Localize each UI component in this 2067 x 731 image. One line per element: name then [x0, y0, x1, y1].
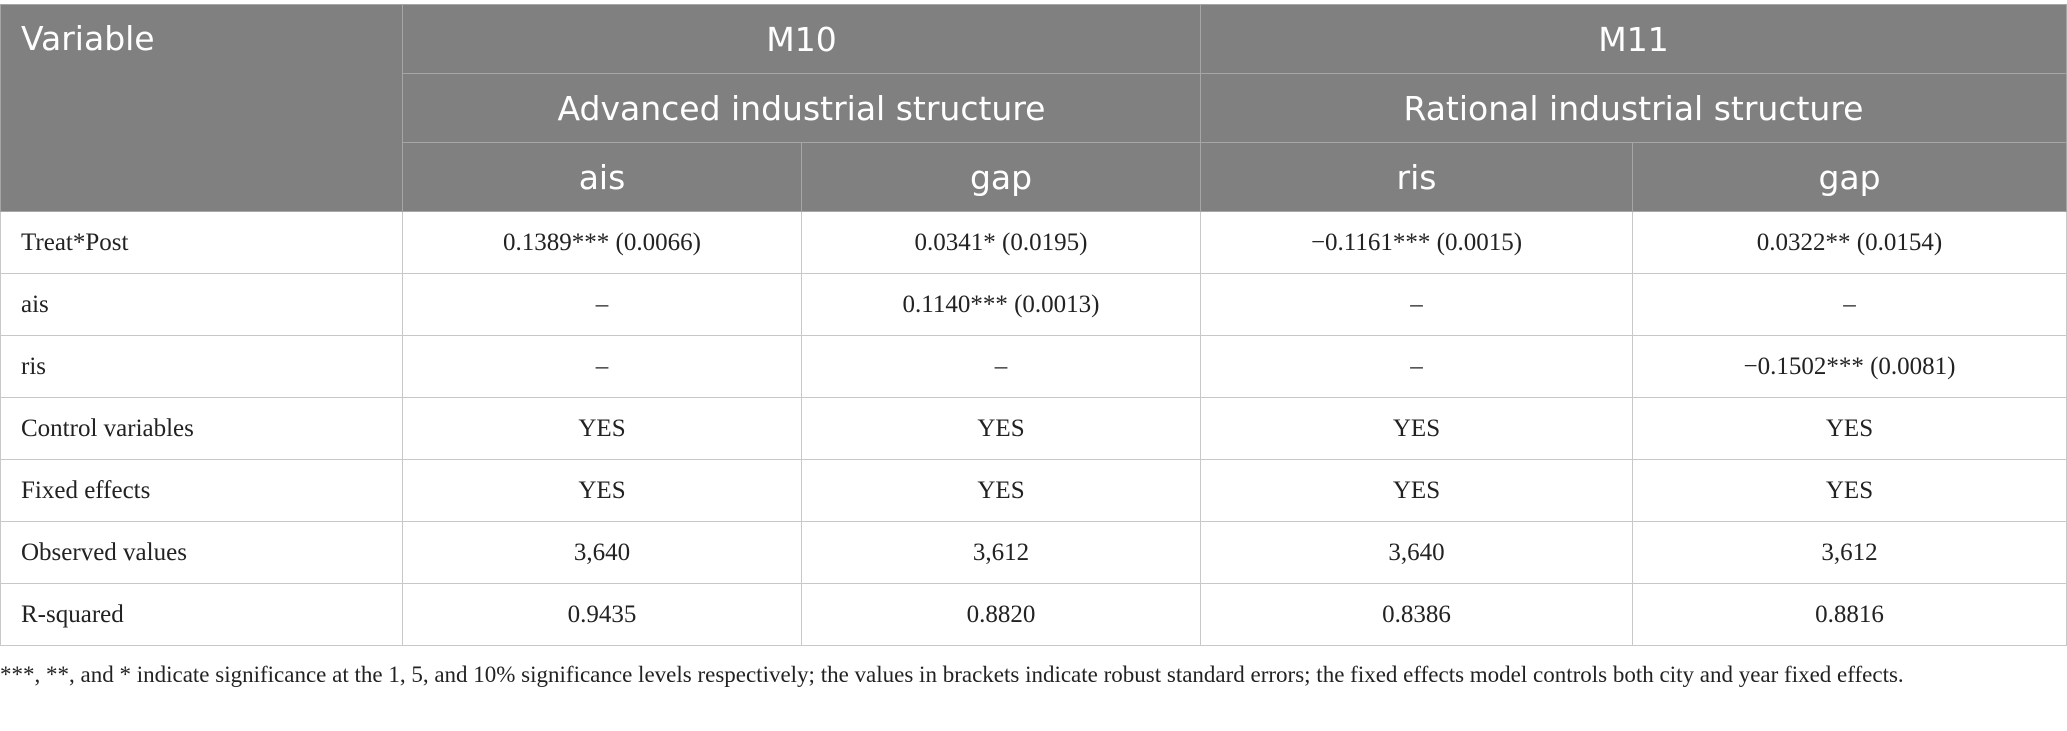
row-label: ris [0, 335, 403, 398]
row-label: ais [0, 273, 403, 336]
column-header: ris [1200, 142, 1633, 212]
table-cell: 3,612 [1632, 521, 2067, 584]
row-label: Treat*Post [0, 211, 403, 274]
table-cell: – [801, 335, 1201, 398]
table-row: Fixed effects YES YES YES YES [0, 459, 2067, 522]
row-label: Observed values [0, 521, 403, 584]
table-cell: 3,640 [402, 521, 802, 584]
table-cell: 0.1140*** (0.0013) [801, 273, 1201, 336]
table-row: ais –0.1140*** (0.0013) – – [0, 273, 2067, 336]
table-cell: YES [1200, 397, 1633, 460]
table-cell: YES [801, 397, 1201, 460]
model-header: M10 [402, 4, 1201, 74]
table-cell: – [1200, 273, 1633, 336]
table-cell: – [402, 273, 802, 336]
table-cell: 0.0341* (0.0195) [801, 211, 1201, 274]
column-header: gap [801, 142, 1201, 212]
header-row: Variable M10 M11 [0, 4, 2067, 212]
table-cell: 0.0322** (0.0154) [1632, 211, 2067, 274]
table-cell: −0.1502*** (0.0081) [1632, 335, 2067, 398]
table-row: Observed values 3,640 3,612 3,640 3,612 [0, 521, 2067, 584]
column-header: ais [402, 142, 802, 212]
header-cell: Variable [0, 4, 403, 212]
model-header: M11 [1200, 4, 2067, 74]
table-cell: 0.8386 [1200, 583, 1633, 646]
group-header: Advanced industrial structure [402, 73, 1201, 143]
table-row: Control variables YES YES YES YES [0, 397, 2067, 460]
table-cell: YES [1632, 397, 2067, 460]
table-cell: YES [801, 459, 1201, 522]
table-row: Treat*Post 0.1389*** (0.0066) 0.0341* (0.0… [0, 211, 2067, 274]
table-row: R-squared 0.9435 0.8820 0.8386 0.8816 [0, 583, 2067, 646]
row-label: Fixed effects [0, 459, 403, 522]
table-cell: 3,640 [1200, 521, 1633, 584]
table-cell: 0.1389*** (0.0066) [402, 211, 802, 274]
row-label: R-squared [0, 583, 403, 646]
header-row: Advanced industrial structure Rational in… [1, 73, 2067, 143]
table-cell: – [1632, 273, 2067, 336]
table-cell: YES [402, 397, 802, 460]
table-cell: 0.8816 [1632, 583, 2067, 646]
results-table: Variable M10 M11 Advanced industrial struct… [0, 4, 2067, 646]
table-cell: 0.8820 [801, 583, 1201, 646]
table-cell: – [402, 335, 802, 398]
table-cell: YES [1632, 459, 2067, 522]
footnote: ***, **, and * indicate significance at … [0, 662, 1904, 687]
row-label: Control variables [0, 397, 403, 460]
header-row: ais gap ris gap [1, 142, 2067, 212]
table-cell: – [1200, 335, 1633, 398]
table-cell: 3,612 [801, 521, 1201, 584]
table-cell: −0.1161*** (0.0015) [1200, 211, 1633, 274]
table-row: ris – – – −0.1502*** (0.0081) [0, 335, 2067, 398]
table-cell: YES [402, 459, 802, 522]
table-cell: 0.9435 [402, 583, 802, 646]
group-header: Rational industrial structure [1200, 73, 2067, 143]
column-header: gap [1632, 142, 2067, 212]
table-cell: YES [1200, 459, 1633, 522]
